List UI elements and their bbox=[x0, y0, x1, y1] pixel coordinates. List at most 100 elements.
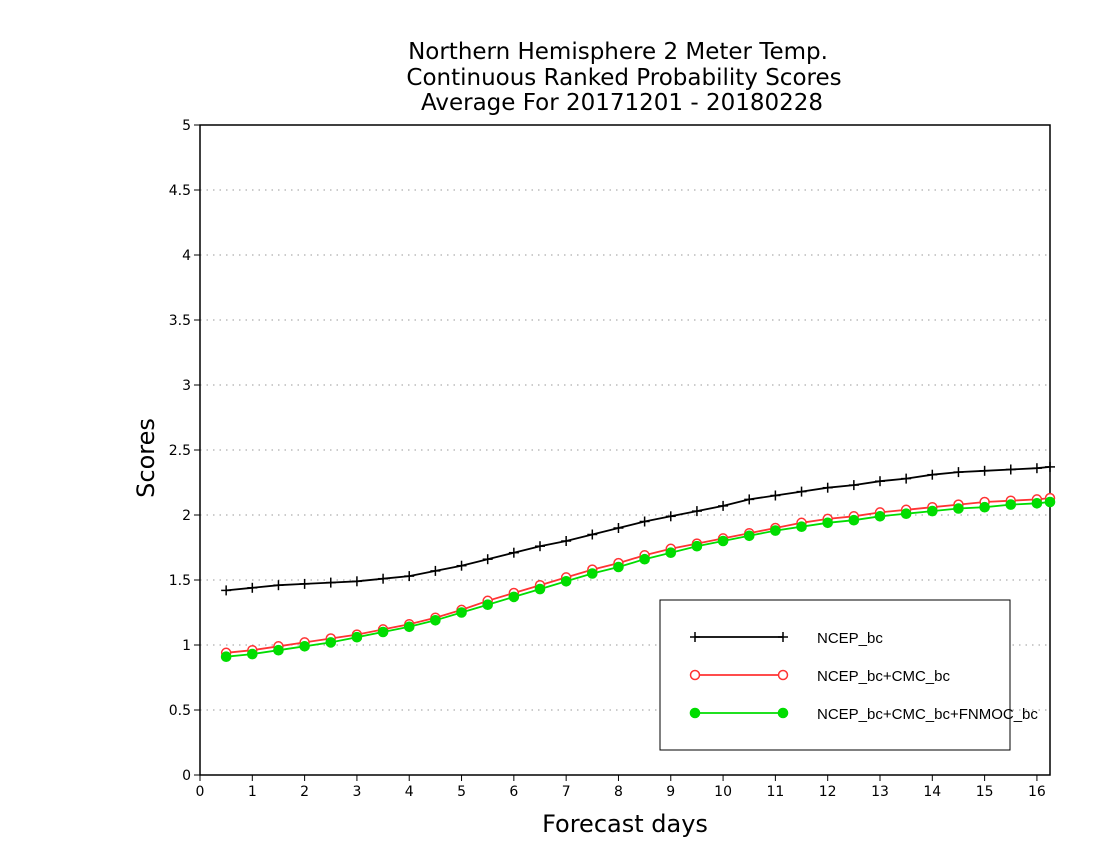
data-point bbox=[953, 503, 964, 514]
data-point bbox=[508, 547, 519, 558]
data-point bbox=[560, 576, 572, 587]
data-point bbox=[927, 469, 938, 480]
legend-item: NCEP_bc+CMC_bc bbox=[689, 668, 950, 685]
y-tick-label: 4 bbox=[182, 248, 191, 264]
data-point bbox=[796, 486, 807, 497]
data-point bbox=[875, 476, 885, 487]
x-tick-label: 10 bbox=[714, 784, 732, 800]
data-point bbox=[508, 591, 520, 603]
data-point bbox=[691, 506, 702, 517]
data-point bbox=[273, 580, 284, 591]
y-tick-label: 2 bbox=[182, 508, 191, 524]
data-point bbox=[299, 641, 310, 652]
x-tick-label: 5 bbox=[457, 784, 466, 800]
x-axis-label: Forecast days bbox=[542, 810, 708, 838]
chart-title-line-2: Continuous Ranked Probability Scores bbox=[406, 65, 841, 91]
y-axis-label: Scores bbox=[132, 418, 160, 498]
data-point bbox=[378, 573, 389, 584]
x-tick-label: 15 bbox=[976, 784, 994, 800]
data-point bbox=[377, 626, 389, 638]
chart-title: Northern Hemisphere 2 Meter Temp. Contin… bbox=[406, 39, 841, 116]
legend-marker bbox=[777, 707, 789, 719]
x-tick-label: 12 bbox=[819, 784, 837, 800]
chart-title-line-1: Northern Hemisphere 2 Meter Temp. bbox=[408, 39, 828, 65]
y-tick-label: 0 bbox=[182, 768, 191, 784]
y-tick-label: 5 bbox=[182, 118, 191, 134]
legend-marker bbox=[777, 669, 789, 681]
series-3 bbox=[220, 496, 1056, 663]
data-point bbox=[743, 530, 755, 542]
x-tick-label: 11 bbox=[766, 784, 784, 800]
legend-marker bbox=[690, 632, 700, 642]
data-point bbox=[613, 561, 624, 573]
data-point bbox=[403, 621, 415, 633]
y-tick-label: 0.5 bbox=[169, 703, 191, 719]
data-point bbox=[796, 521, 807, 533]
data-point bbox=[665, 547, 677, 559]
legend-label: NCEP_bc+CMC_bc bbox=[817, 668, 950, 685]
y-tick-label: 4.5 bbox=[169, 183, 191, 199]
data-point bbox=[927, 505, 938, 517]
x-tick-label: 14 bbox=[923, 784, 941, 800]
data-point bbox=[770, 490, 781, 501]
data-point bbox=[482, 554, 493, 565]
data-point bbox=[848, 514, 860, 526]
data-point bbox=[691, 540, 703, 552]
data-point bbox=[534, 583, 546, 595]
data-point bbox=[979, 465, 990, 476]
data-point bbox=[456, 607, 467, 618]
y-tick-label: 2.5 bbox=[169, 443, 191, 459]
x-tick-label: 0 bbox=[196, 784, 205, 800]
axis-ticks: 00.511.522.533.544.550 1 2 3 4 5 6 7 8 9 10 11 12 13 1… bbox=[169, 118, 1046, 800]
x-tick-label: 1 bbox=[248, 784, 257, 800]
data-point bbox=[1031, 498, 1043, 509]
x-tick-label: 4 bbox=[405, 784, 414, 800]
data-point bbox=[221, 585, 232, 596]
x-tick-label: 2 bbox=[300, 784, 309, 800]
data-point bbox=[639, 553, 650, 565]
data-point bbox=[639, 516, 650, 527]
y-tick-label: 3 bbox=[182, 378, 191, 394]
data-point bbox=[1005, 499, 1017, 510]
data-point bbox=[430, 615, 441, 626]
data-point bbox=[613, 523, 624, 533]
data-point bbox=[325, 577, 336, 588]
y-tick-label: 1 bbox=[182, 638, 191, 654]
series-1 bbox=[221, 461, 1055, 596]
data-point bbox=[561, 536, 572, 546]
x-tick-label: 9 bbox=[666, 784, 675, 800]
data-point bbox=[430, 565, 441, 576]
data-point bbox=[247, 648, 258, 660]
data-point bbox=[404, 571, 415, 582]
data-point bbox=[456, 560, 467, 571]
legend: NCEP_bc NCEP_bc+CMC_bc NCEP_bc+CMC_bc+FNMO… bbox=[659, 599, 1038, 751]
data-point bbox=[587, 529, 598, 540]
data-point bbox=[665, 511, 676, 522]
chart-title-line-3: Average For 20171201 - 20180228 bbox=[421, 90, 823, 116]
data-point bbox=[718, 500, 729, 511]
y-tick-label: 1.5 bbox=[169, 573, 191, 589]
x-tick-label: 16 bbox=[1028, 784, 1046, 800]
x-tick-label: 8 bbox=[614, 784, 623, 800]
legend-item: NCEP_bc+CMC_bc+FNMOC_bc bbox=[689, 706, 1038, 723]
data-point bbox=[953, 467, 964, 478]
data-point bbox=[874, 511, 886, 522]
data-point bbox=[351, 631, 363, 643]
data-point bbox=[1031, 463, 1042, 474]
data-point bbox=[822, 482, 833, 493]
x-tick-label: 6 bbox=[509, 784, 518, 800]
data-point bbox=[482, 599, 493, 611]
data-point bbox=[325, 637, 337, 648]
data-point bbox=[1005, 464, 1016, 475]
legend-label: NCEP_bc+CMC_bc+FNMOC_bc bbox=[817, 706, 1038, 723]
data-point bbox=[770, 525, 781, 536]
legend-marker bbox=[778, 632, 788, 642]
legend-marker bbox=[689, 707, 701, 719]
data-point bbox=[979, 501, 990, 513]
data-point bbox=[900, 508, 912, 520]
data-point bbox=[848, 480, 859, 491]
legend-item: NCEP_bc bbox=[690, 630, 883, 647]
data-point bbox=[717, 535, 729, 547]
data-point bbox=[1044, 496, 1056, 508]
